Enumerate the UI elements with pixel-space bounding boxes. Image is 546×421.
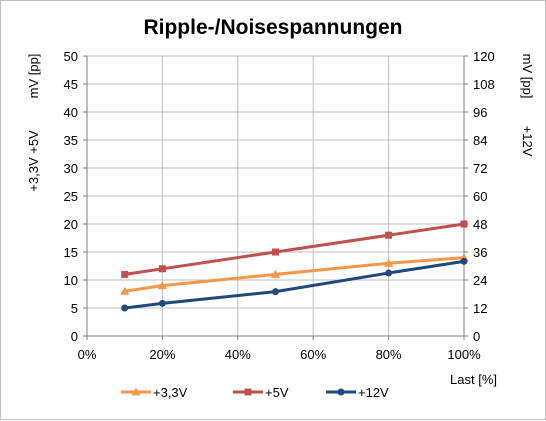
data-point	[460, 220, 468, 228]
right-tick-label: 72	[473, 161, 487, 176]
data-point	[272, 248, 279, 256]
series-group	[120, 220, 469, 312]
right-tick-label: 108	[473, 77, 495, 92]
x-tick-label: 60%	[300, 347, 326, 362]
x-tick-label: 20%	[149, 347, 175, 362]
legend-entry: +5V	[233, 385, 289, 400]
left-axis-unit-label: mV [pp]	[26, 54, 41, 99]
left-tick-label: 30	[64, 161, 78, 176]
left-tick-label: 35	[64, 133, 78, 148]
data-point	[121, 304, 129, 312]
series-12v	[121, 257, 468, 312]
left-tick-label: 50	[64, 49, 78, 64]
right-tick-label: 60	[473, 189, 487, 204]
legend-label: +5V	[265, 385, 289, 400]
left-tick-label: 45	[64, 77, 78, 92]
chart-title: Ripple-/Noisespannungen	[143, 16, 402, 39]
right-axis-ticks: 0 12 24 36 48 60 72 84 96 108 120	[473, 49, 495, 344]
x-axis-ticks: 0% 20% 40% 60% 80% 100%	[78, 347, 481, 362]
left-tick-label: 10	[64, 273, 78, 288]
data-point	[158, 265, 166, 273]
right-tick-label: 0	[473, 329, 480, 344]
axes	[83, 55, 468, 340]
series-line	[124, 222, 465, 276]
series-line	[124, 256, 465, 293]
series-5v	[121, 220, 468, 278]
left-tick-label: 15	[64, 245, 78, 260]
data-point	[271, 269, 280, 278]
legend: +3,3V +5V +12V	[121, 385, 389, 400]
x-axis-label: Last [%]	[450, 372, 497, 387]
left-tick-label: 40	[64, 105, 78, 120]
right-axis-series-label: +12V	[520, 126, 535, 157]
data-point	[157, 281, 167, 290]
legend-entry: +12V	[326, 385, 389, 400]
data-point	[121, 270, 129, 278]
data-point	[385, 231, 393, 239]
data-point	[120, 286, 130, 295]
x-tick-label: 40%	[225, 347, 251, 362]
legend-marker	[244, 388, 252, 396]
left-axis-series-label: +3,3V +5V	[26, 130, 41, 192]
left-tick-label: 0	[71, 329, 78, 344]
right-axis-unit-label: mV [pp]	[520, 54, 535, 99]
legend-label: +12V	[358, 385, 389, 400]
grid-lines	[87, 55, 465, 337]
data-point	[384, 258, 394, 267]
data-point	[385, 269, 393, 277]
left-axis-ticks: 0 5 10 15 20 25 30 35 40 45 50	[64, 49, 78, 344]
data-point	[460, 257, 468, 265]
data-point	[158, 299, 166, 307]
right-tick-label: 96	[473, 105, 487, 120]
right-tick-label: 12	[473, 301, 487, 316]
x-tick-label: 100%	[447, 347, 481, 362]
x-tick-label: 0%	[78, 347, 97, 362]
right-tick-label: 36	[473, 245, 487, 260]
legend-marker	[131, 387, 141, 396]
left-tick-label: 5	[71, 301, 78, 316]
right-tick-label: 48	[473, 217, 487, 232]
x-tick-label: 80%	[376, 347, 402, 362]
right-tick-label: 84	[473, 133, 487, 148]
data-point	[272, 288, 279, 296]
left-tick-label: 25	[64, 189, 78, 204]
left-tick-label: 20	[64, 217, 78, 232]
legend-marker	[337, 388, 345, 396]
right-tick-label: 120	[473, 49, 495, 64]
legend-entry: +3,3V	[121, 385, 188, 400]
legend-label: +3,3V	[153, 385, 188, 400]
right-tick-label: 24	[473, 273, 487, 288]
